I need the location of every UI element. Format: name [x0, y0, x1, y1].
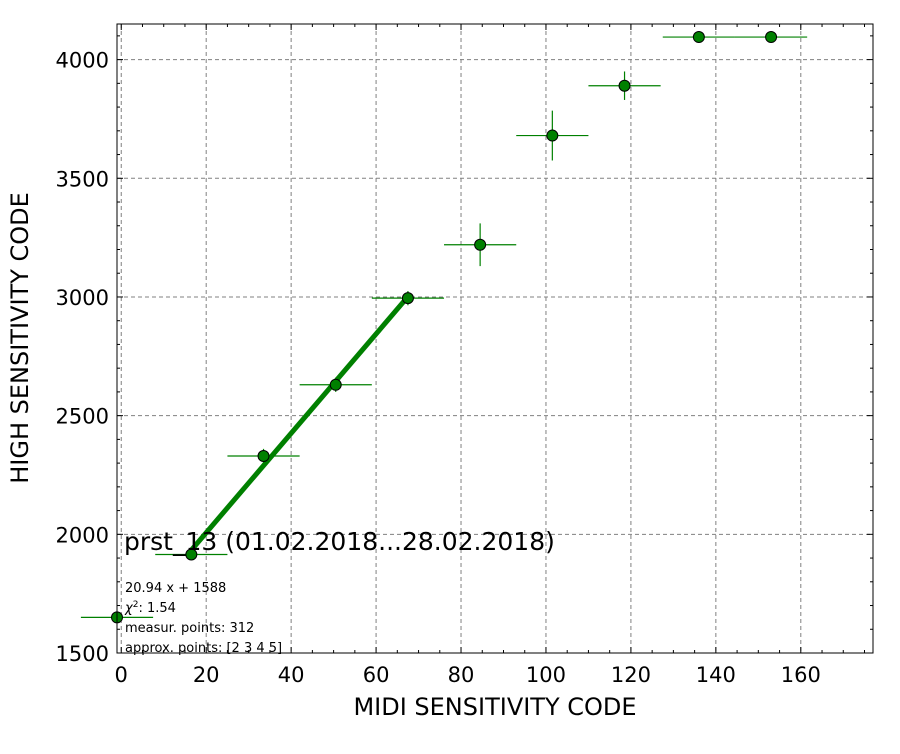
chi-square-stat: χ2: 1.54 — [124, 600, 176, 616]
chi-superscript: 2 — [133, 600, 139, 610]
chi-value: : 1.54 — [138, 601, 175, 616]
x-tick-label: 60 — [363, 663, 390, 687]
annotation-title: prst_13 (01.02.2018...28.02.2018) — [124, 527, 555, 556]
data-point — [401, 292, 414, 305]
x-tick-label: 0 — [115, 663, 128, 687]
data-point — [765, 31, 778, 44]
annotation-line: approx. points: [2 3 4 5] — [125, 641, 282, 656]
fit-line — [189, 294, 410, 552]
data-point — [185, 548, 198, 561]
chi-symbol: χ — [124, 601, 134, 616]
x-tick-label: 160 — [781, 663, 821, 687]
data-point — [692, 31, 705, 44]
y-tick-label: 3500 — [56, 167, 109, 191]
data-points — [111, 31, 778, 624]
data-point — [546, 129, 559, 142]
data-point — [618, 79, 631, 92]
x-tick-label: 80 — [448, 663, 475, 687]
annotation-line: measur. points: 312 — [125, 621, 254, 636]
x-tick-label: 140 — [696, 663, 736, 687]
fit-line-group — [189, 294, 410, 552]
x-tick-labels: 0 20 40 60 80 100 120 140 160 — [115, 663, 821, 687]
y-tick-label: 1500 — [56, 642, 109, 666]
y-tick-label: 2500 — [56, 405, 109, 429]
x-tick-label: 20 — [193, 663, 220, 687]
plot-background — [117, 24, 873, 653]
x-tick-label: 100 — [526, 663, 566, 687]
data-point — [474, 238, 487, 251]
annotation-stats: 20.94 x + 1588 χ2: 1.54 measur. points: 31… — [124, 581, 282, 656]
grid-lines — [117, 24, 873, 653]
data-point — [257, 449, 270, 462]
y-axis-label: HIGH SENSITIVITY CODE — [6, 192, 34, 484]
annotation-line: 20.94 x + 1588 — [125, 581, 226, 596]
data-point — [329, 378, 342, 391]
y-tick-label: 2000 — [56, 523, 109, 547]
y-tick-labels: 1500 2000 2500 3000 3500 4000 — [56, 49, 109, 666]
plot-frame — [116, 23, 874, 654]
x-axis-label: MIDI SENSITIVITY CODE — [353, 693, 636, 721]
x-tick-label: 40 — [278, 663, 305, 687]
y-tick-label: 4000 — [56, 49, 109, 73]
x-tick-label: 120 — [611, 663, 651, 687]
y-tick-label: 3000 — [56, 286, 109, 310]
